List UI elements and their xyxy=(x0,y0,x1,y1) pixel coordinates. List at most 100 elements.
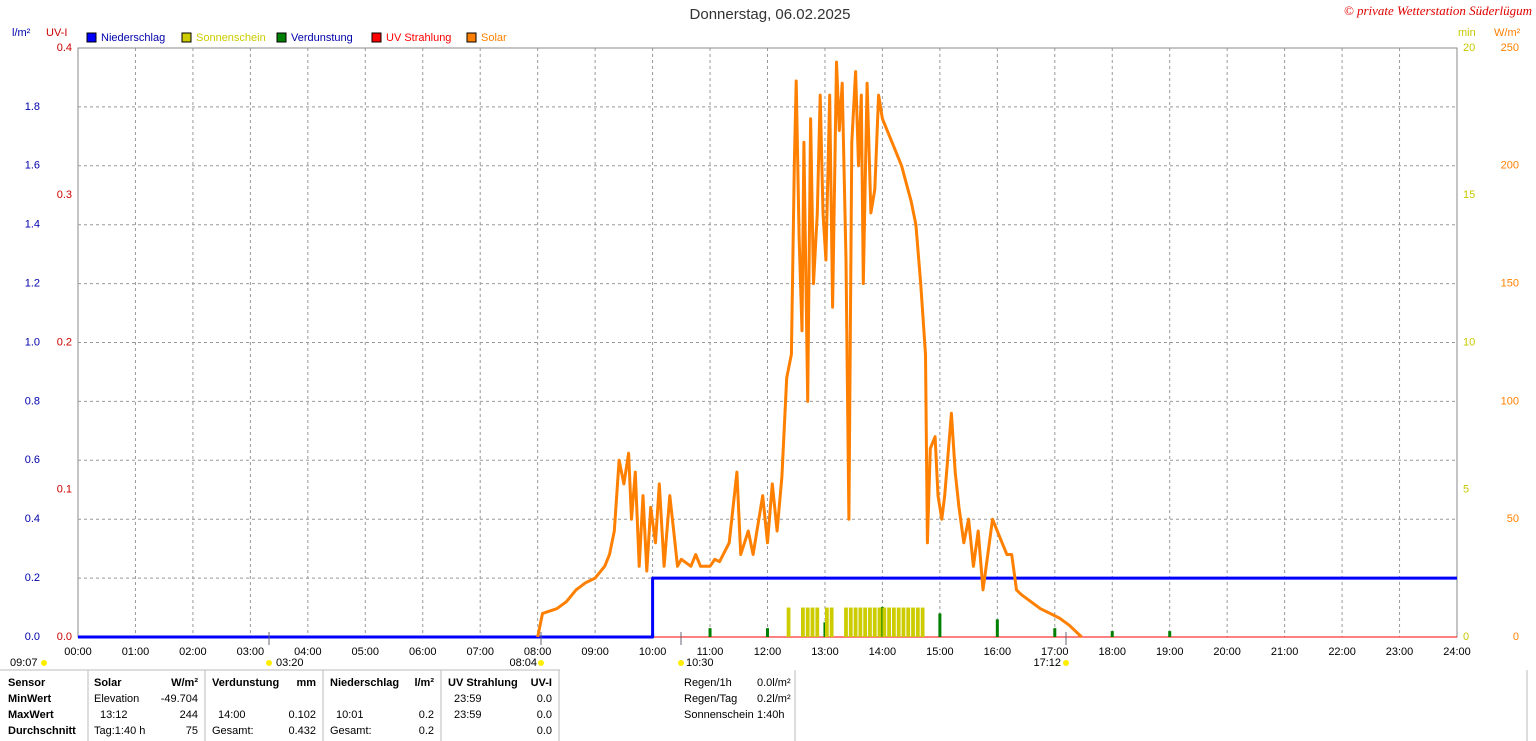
y2-tick-label: 0.1 xyxy=(57,484,72,496)
bar xyxy=(810,607,815,637)
stats-cell: MinWert xyxy=(8,693,52,705)
side-label: Sonnenschein xyxy=(684,709,754,721)
bar xyxy=(853,607,858,637)
legend-label: UV Strahlung xyxy=(386,32,451,44)
bar xyxy=(815,607,820,637)
stats-cell: mm xyxy=(296,677,316,689)
bar xyxy=(896,607,901,637)
stats-cell: 23:59 xyxy=(454,693,482,705)
annotation: 09:07 xyxy=(10,657,38,669)
y4-tick-label: 250 xyxy=(1501,42,1519,54)
y-tick-label: 1.0 xyxy=(25,336,40,348)
y4-tick-label: 200 xyxy=(1501,160,1519,172)
annotation-marker xyxy=(538,660,544,666)
bar xyxy=(938,613,942,637)
bar xyxy=(920,607,925,637)
y4-tick-label: 100 xyxy=(1501,395,1519,407)
bar xyxy=(863,607,868,637)
stats-lines xyxy=(0,669,1528,741)
x-tick-label: 03:00 xyxy=(237,646,265,658)
annotation-marker xyxy=(1063,660,1069,666)
bar xyxy=(824,607,829,637)
y-tick-label: 1.8 xyxy=(25,101,40,113)
chart-title: Donnerstag, 06.02.2025 xyxy=(690,6,851,23)
bar xyxy=(877,607,882,637)
x-tick-label: 13:00 xyxy=(811,646,839,658)
bar xyxy=(915,607,920,637)
x-tick-label: 12:00 xyxy=(754,646,782,658)
y-tick-label: 0.2 xyxy=(25,572,40,584)
y-axis-unit: l/m² xyxy=(12,27,31,39)
x-tick-label: 16:00 xyxy=(984,646,1012,658)
stats-cell: 13:12 xyxy=(100,709,128,721)
y-tick-label: 0.6 xyxy=(25,454,40,466)
y3-tick-label: 20 xyxy=(1463,42,1475,54)
y2-axis-unit: UV-I xyxy=(46,27,67,39)
y3-tick-label: 10 xyxy=(1463,336,1475,348)
annotation: 08:04 xyxy=(509,657,537,669)
x-tick-label: 11:00 xyxy=(697,646,724,658)
side-label: Regen/Tag xyxy=(684,693,737,705)
x-tick-label: 17:00 xyxy=(1041,646,1069,658)
bar xyxy=(801,607,805,637)
bar xyxy=(901,607,906,637)
stats-cell: Elevation xyxy=(94,693,139,705)
y3-tick-label: 15 xyxy=(1463,189,1475,201)
y4-tick-label: 50 xyxy=(1507,513,1519,525)
y3-tick-label: 5 xyxy=(1463,484,1469,496)
y3-axis-unit: min xyxy=(1458,27,1476,39)
bar xyxy=(766,628,769,637)
stats-cell: MaxWert xyxy=(8,709,54,721)
credit: © private Wetterstation Süderlügum xyxy=(1344,3,1532,18)
y2-tick-label: 0.0 xyxy=(57,631,72,643)
stats-cell: 0.432 xyxy=(288,725,316,737)
annotation-marker xyxy=(678,660,684,666)
x-tick-label: 21:00 xyxy=(1271,646,1299,658)
x-tick-label: 20:00 xyxy=(1213,646,1241,658)
bar xyxy=(872,607,877,637)
line xyxy=(78,576,1457,639)
side-value: 0.2l/m² xyxy=(757,693,791,705)
annotation: 10:30 xyxy=(686,657,714,669)
y4-tick-label: 0 xyxy=(1513,631,1519,643)
x-tick-label: 09:00 xyxy=(581,646,609,658)
y-tick-label: 1.6 xyxy=(25,160,40,172)
y4-tick-label: 150 xyxy=(1501,278,1519,290)
legend-label: Niederschlag xyxy=(101,32,165,44)
stats-cell: Durchschnitt xyxy=(8,725,76,737)
stats-cell: Gesamt: xyxy=(330,725,372,737)
stats-cell: -49.704 xyxy=(161,693,198,705)
x-tick-label: 14:00 xyxy=(869,646,897,658)
stats-cell: 23:59 xyxy=(454,709,482,721)
stats-cell: 244 xyxy=(180,709,198,721)
legend-label: Solar xyxy=(481,32,507,44)
x-tick-label: 15:00 xyxy=(926,646,954,658)
stats-cell: 0.0 xyxy=(537,709,552,721)
x-tick-label: 01:00 xyxy=(122,646,150,658)
stats-cell: UV Strahlung xyxy=(448,677,518,689)
bar xyxy=(805,607,810,637)
x-tick-label: 18:00 xyxy=(1098,646,1126,658)
stats-cell: Solar xyxy=(94,677,122,689)
legend-swatch xyxy=(86,32,97,43)
bar xyxy=(906,607,911,637)
bar xyxy=(887,607,891,637)
stats-cell: 14:00 xyxy=(218,709,246,721)
stats-cell: l/m² xyxy=(414,677,434,689)
y4-axis-unit: W/m² xyxy=(1494,27,1521,39)
y3-tick-label: 0 xyxy=(1463,631,1469,643)
bar xyxy=(858,607,863,637)
annotation-marker xyxy=(266,660,272,666)
bar xyxy=(829,607,834,637)
bar xyxy=(708,628,712,637)
y-tick-label: 0.8 xyxy=(25,395,40,407)
x-tick-label: 06:00 xyxy=(409,646,437,658)
y-tick-label: 1.2 xyxy=(25,278,40,290)
stats-cell: 10:01 xyxy=(336,709,364,721)
stats-cell: UV-I xyxy=(531,677,552,689)
side-value: 1:40h xyxy=(757,709,785,721)
x-tick-label: 05:00 xyxy=(352,646,380,658)
x-tick-label: 23:00 xyxy=(1386,646,1414,658)
side-value: 0.0l/m² xyxy=(757,677,791,689)
